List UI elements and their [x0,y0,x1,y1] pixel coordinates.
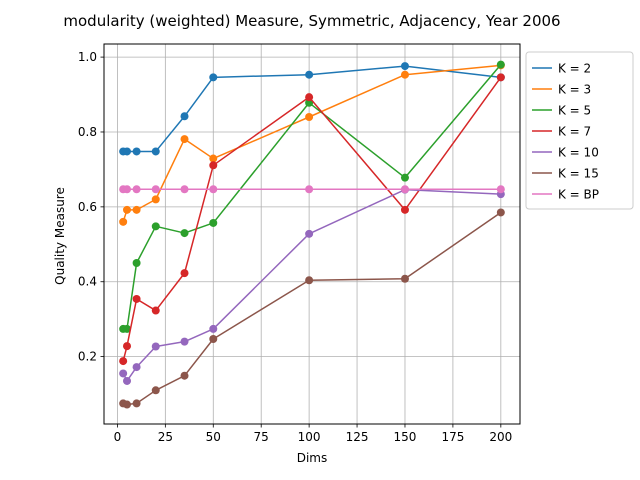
data-point [151,222,160,231]
series-4 [119,73,505,366]
data-point [180,371,189,380]
data-point [119,369,128,378]
data-point [123,185,132,194]
legend-frame [525,51,634,210]
data-point [496,73,505,82]
data-point [180,337,189,346]
legend-label: K = BP [558,188,599,202]
series-line [122,188,501,382]
y-axis-label: Quality Measure [53,187,67,285]
data-point [119,217,128,226]
data-point [400,70,409,79]
axis-ticks: 0 25 50 75 100 125 150 175 200 0.2 0.4 0.6 0.8 1.0 [78,50,512,444]
data-point [209,335,218,344]
legend-label: K = 3 [558,83,591,97]
x-tick-label: 25 [158,430,173,444]
data-point [132,205,141,214]
chart-title: modularity (weighted) Measure, Symmetric… [63,12,560,30]
data-point [209,154,218,163]
series-line [122,76,502,362]
data-point [123,324,132,333]
data-point [123,147,132,156]
data-point [305,276,314,285]
data-point [123,376,132,385]
data-point [132,294,141,303]
y-tick-label: 0.6 [78,200,97,214]
data-point [123,342,132,351]
data-point [123,400,132,409]
data-point [180,112,189,121]
series-3 [119,60,505,333]
series-2 [119,61,505,226]
series-1 [119,62,505,156]
data-point [209,324,218,333]
x-tick-label: 150 [394,430,417,444]
data-point [305,113,314,122]
data-point [151,185,160,194]
x-tick-label: 175 [441,430,464,444]
data-point [400,173,409,182]
legend: K = 2 K = 3 K = 5 K = 7 K = 10 K = 15 K = BP [525,51,634,210]
data-point [123,205,132,214]
data-point [132,399,141,408]
data-point [209,73,218,82]
data-point [305,185,314,194]
x-tick-label: 100 [298,430,321,444]
series-5 [119,185,505,385]
data-point [151,306,160,315]
data-point [132,147,141,156]
data-point [180,135,189,144]
series-line [122,64,501,223]
plot-series [119,60,505,409]
data-point [132,363,141,372]
data-point [180,185,189,194]
y-tick-label: 1.0 [78,50,97,64]
data-point [180,269,189,278]
data-point [305,93,314,102]
series-7 [119,185,505,194]
x-tick-label: 75 [254,430,269,444]
legend-label: K = 2 [558,62,591,76]
legend-label: K = 10 [558,146,599,160]
data-point [151,342,160,351]
plot-frame [103,43,521,425]
data-point [305,70,314,79]
x-tick-label: 0 [114,430,122,444]
data-point [400,62,409,71]
data-point [400,274,409,283]
data-point [119,357,128,366]
data-point [132,185,141,194]
y-tick-label: 0.2 [78,350,97,364]
y-tick-label: 0.8 [78,125,97,139]
legend-label: K = 15 [558,167,599,181]
data-point [305,98,314,107]
x-tick-label: 125 [346,430,369,444]
series-line [123,65,501,153]
x-axis-label: Dims [297,451,328,465]
data-point [151,386,160,395]
data-point [132,259,141,268]
x-tick-label: 200 [489,430,512,444]
data-point [400,205,409,214]
data-point [209,185,218,194]
data-point [151,147,160,156]
data-point [305,229,314,238]
data-point [151,195,160,204]
legend-label: K = 7 [558,125,591,139]
data-point [496,185,505,194]
data-point [180,229,189,238]
legend-label: K = 5 [558,104,591,118]
data-point [400,185,409,194]
data-point [209,161,218,170]
series-6 [119,208,505,409]
data-point [496,208,505,217]
series-line [122,211,502,406]
data-point [209,218,218,227]
x-tick-label: 50 [206,430,221,444]
data-point [496,60,505,69]
y-tick-label: 0.4 [78,275,97,289]
